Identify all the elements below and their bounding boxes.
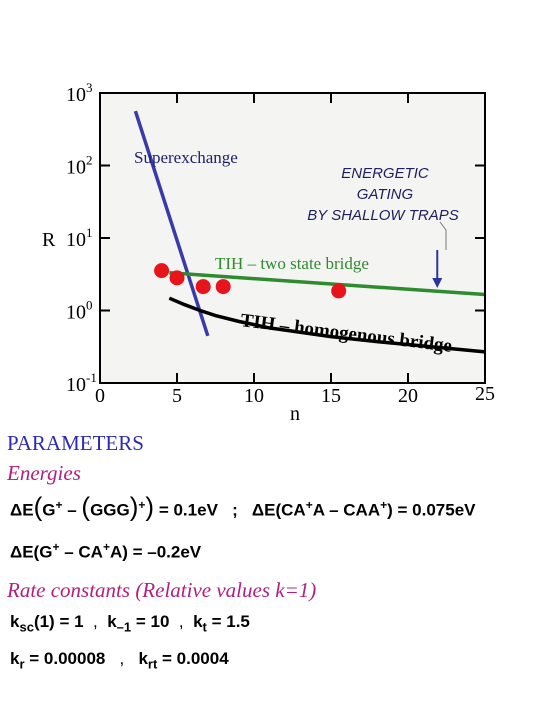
- x-tick-label: 0: [95, 385, 105, 407]
- y-tick-label: 100: [66, 298, 93, 324]
- rate-kt: kt = 1.5: [193, 612, 250, 635]
- rate-constants-heading: Rate constants (Relative values k=1): [7, 578, 317, 602]
- x-tick-label: 20: [398, 385, 418, 407]
- rate-kr: kr = 0.00008: [10, 649, 106, 672]
- annotation-two-state: TIH – two state bridge: [215, 254, 369, 273]
- energy-equation-3: ΔE(G+ – CA+A) = –0.2eV: [10, 540, 202, 562]
- data-point: [195, 279, 211, 295]
- plot-background: [100, 93, 485, 383]
- annotation-energetic-gating: ENERGETIC: [341, 165, 429, 182]
- x-tick-label: 25: [475, 383, 495, 405]
- annotation-energetic-gating: GATING: [357, 186, 414, 203]
- callout-bracket: [439, 221, 447, 250]
- chart: 0 5 10 15 20 25 10-1 100 101 102 103 Rn Superexchang…: [42, 80, 495, 425]
- series-line-1: [169, 271, 486, 297]
- parameters-title: PARAMETERS: [7, 431, 144, 455]
- y-tick-label: 101: [66, 225, 93, 251]
- annotation-superexchange: Superexchange: [134, 148, 238, 167]
- rates-line-1: ksc(1) = 1 , k–1 = 10 , kt = 1.5: [10, 612, 250, 635]
- y-axis-label: R: [42, 229, 56, 251]
- x-tick-label: 15: [321, 385, 341, 407]
- series-line-0: [133, 110, 210, 337]
- x-tick-label: 10: [244, 385, 264, 407]
- series-line-2: [168, 296, 486, 354]
- annotation-energetic-gating: BY SHALLOW TRAPS: [307, 207, 458, 224]
- rate-k-minus-1: k–1 = 10: [107, 612, 170, 635]
- rate-krt: krt = 0.0004: [138, 649, 229, 672]
- data-point: [169, 270, 185, 286]
- energies-heading: Energies: [7, 461, 81, 485]
- data-point: [215, 279, 231, 295]
- plot-frame: [99, 92, 486, 384]
- rates-line-2: kr = 0.00008 , krt = 0.0004: [10, 649, 229, 672]
- y-tick-label: 103: [66, 80, 93, 106]
- x-tick-label: 5: [172, 385, 182, 407]
- data-point: [331, 283, 347, 299]
- y-tick-label: 102: [66, 153, 93, 179]
- data-point: [154, 263, 170, 279]
- x-axis-label: n: [290, 403, 300, 425]
- arrow-head: [432, 278, 443, 288]
- rate-ksc: ksc(1) = 1: [10, 612, 84, 635]
- y-tick-label: 10-1: [66, 370, 97, 396]
- energy-equation-1: ΔE(G+ – (GGG)+) = 0.1eV ; ΔE(CA+A – CAA+…: [10, 491, 476, 522]
